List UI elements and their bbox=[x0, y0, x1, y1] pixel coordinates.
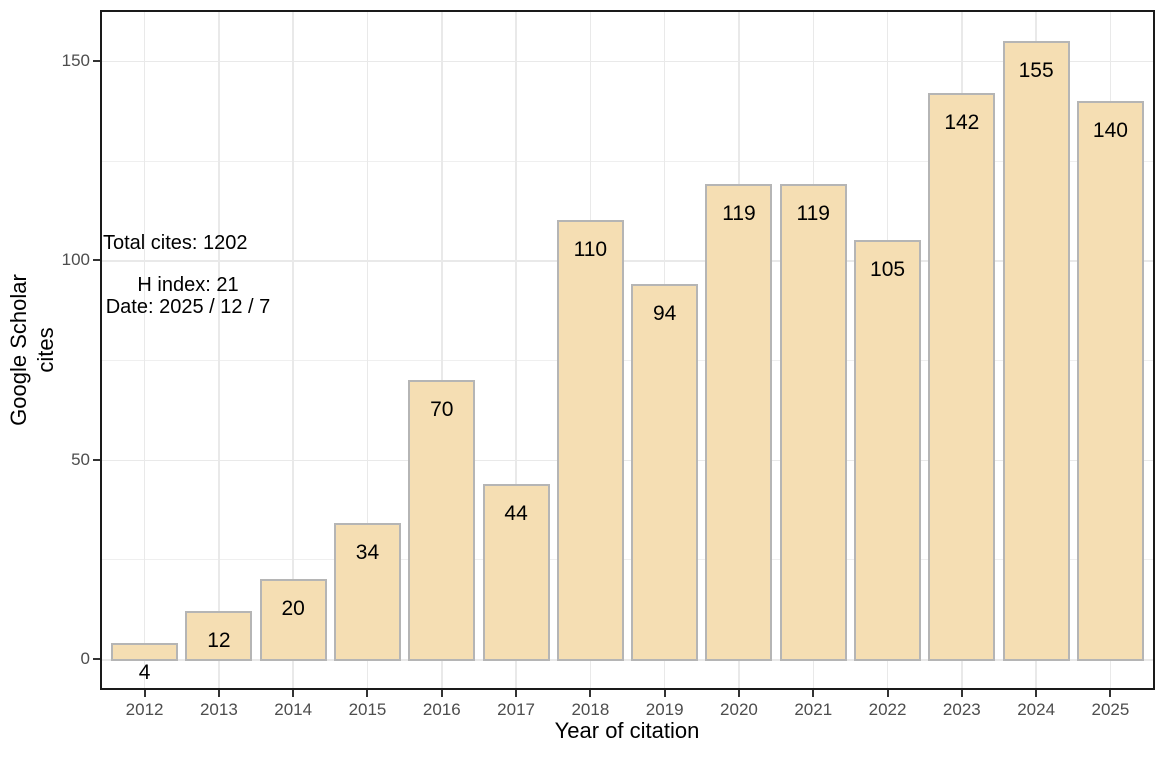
y-tick-label: 100 bbox=[61, 250, 90, 270]
bar-value-label: 20 bbox=[281, 597, 305, 621]
y-axis-tick bbox=[93, 259, 100, 262]
x-major-gridline bbox=[441, 12, 443, 688]
x-tick-label: 2017 bbox=[497, 700, 535, 719]
x-tick-label: 2025 bbox=[1091, 700, 1130, 719]
x-major-gridline bbox=[292, 12, 294, 688]
bar-value-label: 155 bbox=[1018, 58, 1054, 82]
bar-value-label: 140 bbox=[1092, 118, 1128, 142]
y-minor-gridline bbox=[102, 559, 1153, 561]
bar bbox=[185, 611, 253, 662]
x-tick-label: 2014 bbox=[274, 700, 313, 719]
x-axis-tick bbox=[440, 690, 443, 697]
bar bbox=[259, 579, 327, 662]
x-tick-label: 2019 bbox=[645, 700, 684, 719]
bar-value-label: 105 bbox=[870, 258, 906, 282]
x-tick-label: 2016 bbox=[422, 700, 461, 719]
x-major-gridline bbox=[143, 12, 146, 688]
y-major-gridline bbox=[102, 260, 1153, 262]
x-major-gridline bbox=[366, 12, 369, 688]
bar bbox=[482, 483, 550, 662]
bar bbox=[631, 284, 699, 662]
x-axis-tick bbox=[663, 690, 666, 697]
bar-value-label: 94 bbox=[652, 302, 677, 326]
bar-value-label: 44 bbox=[504, 501, 528, 525]
x-tick-label: 2020 bbox=[720, 700, 758, 719]
bar-value-label: 12 bbox=[207, 629, 231, 653]
total-cites-annotation: Total cites: 1202 bbox=[103, 232, 248, 254]
bar-value-label: 119 bbox=[796, 202, 830, 226]
bar-value-label: 110 bbox=[573, 238, 608, 262]
x-axis-tick bbox=[515, 690, 518, 697]
x-tick-label: 2023 bbox=[942, 700, 981, 719]
bar bbox=[111, 643, 179, 662]
x-tick-label: 2018 bbox=[571, 700, 610, 719]
h-index-date-annotation: H index: 21 Date: 2025 / 12 / 7 bbox=[105, 274, 271, 318]
x-axis-tick bbox=[737, 690, 740, 697]
y-minor-gridline bbox=[102, 359, 1153, 361]
y-minor-gridline bbox=[102, 160, 1153, 162]
y-axis-tick bbox=[93, 59, 100, 62]
y-axis-tick bbox=[93, 458, 100, 461]
y-major-gridline bbox=[102, 659, 1153, 661]
bar-value-label: 119 bbox=[722, 202, 756, 226]
x-axis-tick bbox=[589, 690, 592, 697]
y-axis-tick bbox=[93, 658, 100, 661]
y-tick-label: 150 bbox=[61, 50, 90, 70]
x-axis-tick bbox=[366, 690, 369, 697]
bar-value-label: 70 bbox=[430, 397, 454, 421]
bar bbox=[1076, 100, 1144, 662]
bar bbox=[408, 379, 476, 662]
x-axis-tick bbox=[1035, 690, 1038, 697]
x-axis-tick bbox=[1109, 690, 1112, 697]
bar bbox=[333, 523, 401, 662]
x-tick-label: 2012 bbox=[125, 700, 164, 719]
x-axis-tick bbox=[812, 690, 815, 697]
y-tick-label: 50 bbox=[71, 449, 90, 469]
x-tick-label: 2013 bbox=[199, 700, 238, 719]
x-axis-tick bbox=[292, 690, 295, 697]
bar bbox=[556, 220, 624, 662]
bar-value-label: 34 bbox=[355, 541, 380, 565]
x-axis-tick bbox=[217, 690, 220, 697]
x-axis-tick bbox=[143, 690, 146, 697]
bar-value-label: 142 bbox=[944, 110, 980, 134]
x-tick-label: 2024 bbox=[1017, 700, 1056, 719]
y-major-gridline bbox=[102, 60, 1153, 63]
bar bbox=[779, 184, 847, 662]
x-major-gridline bbox=[218, 12, 220, 688]
x-major-gridline bbox=[515, 12, 517, 688]
x-tick-label: 2022 bbox=[868, 700, 907, 719]
y-tick-label: 0 bbox=[80, 649, 90, 669]
x-tick-label: 2015 bbox=[348, 700, 387, 719]
x-axis-tick bbox=[886, 690, 889, 697]
bar-value-label: 4 bbox=[138, 661, 151, 685]
y-major-gridline bbox=[102, 459, 1153, 462]
plot-panel: 4 12 20 34 70 44 110 94 119 119 105 142 155 140 bbox=[100, 10, 1155, 690]
bar bbox=[1002, 40, 1070, 662]
x-tick-label: 2021 bbox=[794, 700, 833, 719]
bar bbox=[928, 92, 996, 662]
x-axis-title: Year of citation bbox=[554, 718, 700, 743]
bar bbox=[854, 240, 922, 662]
x-axis-tick bbox=[960, 690, 963, 697]
bar bbox=[705, 184, 773, 662]
